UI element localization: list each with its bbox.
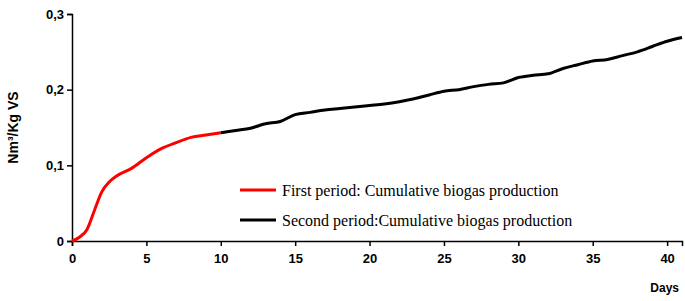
legend: First period: Cumulative biogas producti… bbox=[240, 182, 572, 230]
x-tick: 10 bbox=[214, 241, 228, 266]
legend-label: First period: Cumulative biogas producti… bbox=[282, 182, 558, 200]
y-tick: 0,1 bbox=[46, 158, 72, 173]
legend-swatch bbox=[240, 219, 276, 222]
x-tick-mark bbox=[369, 241, 371, 246]
x-tick-label: 20 bbox=[363, 251, 377, 266]
x-axis-title: Days bbox=[650, 281, 679, 295]
legend-swatch bbox=[240, 189, 276, 192]
x-tick-mark bbox=[146, 241, 148, 246]
lines bbox=[72, 37, 682, 241]
x-tick-label: 40 bbox=[660, 251, 674, 266]
x-tick-label: 5 bbox=[143, 251, 150, 266]
y-tick: 0,3 bbox=[46, 7, 72, 22]
y-tick-label: 0,1 bbox=[46, 158, 64, 173]
y-tick-label: 0,3 bbox=[46, 7, 64, 22]
series-line bbox=[72, 133, 221, 241]
y-tick-mark bbox=[67, 241, 72, 243]
x-tick-mark bbox=[444, 241, 446, 246]
x-tick: 35 bbox=[586, 241, 600, 266]
series-line bbox=[221, 37, 682, 132]
x-tick: 5 bbox=[143, 241, 150, 266]
x-tick-label: 10 bbox=[214, 251, 228, 266]
legend-item: First period: Cumulative biogas producti… bbox=[240, 182, 558, 200]
plot: 0 5 10 15 20 25 30 35 40 0 0,1 0,2 0,3 First period: … bbox=[46, 7, 683, 267]
y-axis-line bbox=[67, 15, 73, 242]
y-tick: 0 bbox=[57, 234, 72, 249]
x-tick-mark bbox=[592, 241, 594, 246]
y-tick-mark bbox=[67, 89, 72, 91]
y-axis-title: Nm³/Kg VS bbox=[5, 91, 21, 163]
x-tick-mark bbox=[518, 241, 520, 246]
x-tick-label: 0 bbox=[69, 251, 76, 266]
y-tick-label: 0,2 bbox=[46, 82, 64, 97]
x-tick: 0 bbox=[69, 241, 76, 266]
x-tick-label: 25 bbox=[437, 251, 451, 266]
x-tick: 40 bbox=[660, 241, 674, 266]
x-axis: 0 5 10 15 20 25 30 35 40 bbox=[69, 241, 683, 266]
x-tick-mark bbox=[295, 241, 297, 246]
legend-label: Second period:Cumulative biogas producti… bbox=[282, 212, 572, 230]
x-tick: 20 bbox=[363, 241, 377, 266]
y-tick-label: 0 bbox=[57, 234, 64, 249]
x-tick: 25 bbox=[437, 241, 451, 266]
x-tick-mark bbox=[221, 241, 223, 246]
x-axis-line bbox=[73, 242, 683, 247]
legend-item: Second period:Cumulative biogas producti… bbox=[240, 212, 572, 230]
x-tick-mark bbox=[667, 241, 669, 246]
x-tick-label: 30 bbox=[512, 251, 526, 266]
x-tick-label: 35 bbox=[586, 251, 600, 266]
x-tick-label: 15 bbox=[288, 251, 302, 266]
y-tick-mark bbox=[67, 14, 72, 16]
y-axis: 0 0,1 0,2 0,3 bbox=[46, 7, 73, 249]
x-tick: 15 bbox=[288, 241, 302, 266]
x-tick: 30 bbox=[512, 241, 526, 266]
y-tick: 0,2 bbox=[46, 82, 72, 97]
y-tick-mark bbox=[67, 165, 72, 167]
chart: 0 5 10 15 20 25 30 35 40 0 0,1 0,2 0,3 First period: … bbox=[0, 0, 685, 301]
